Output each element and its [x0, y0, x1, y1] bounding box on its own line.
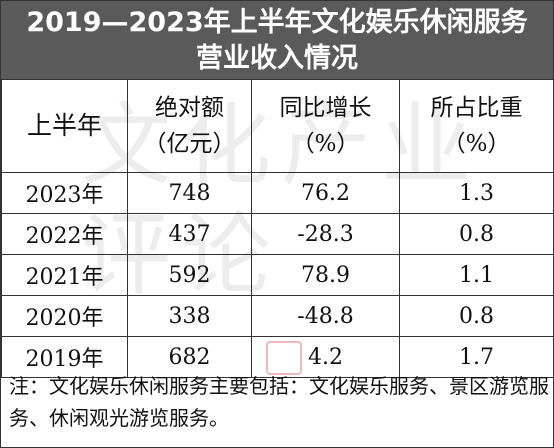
- header-growth-label: 同比增长: [279, 95, 372, 121]
- header-amount-label: 绝对额: [155, 95, 224, 121]
- header-half-year: 上半年: [1, 79, 128, 173]
- header-share: 所占比重 （%）: [399, 79, 554, 173]
- cell-growth: -28.3: [251, 213, 400, 255]
- table-row: 2022年 437 -28.3 0.8: [1, 213, 554, 255]
- cell-growth: 76.2: [251, 172, 400, 214]
- cell-year: 2021年: [1, 254, 128, 296]
- cell-amount: 338: [127, 295, 252, 337]
- cell-share: 1.7: [399, 336, 554, 378]
- cell-share: 0.8: [399, 295, 554, 337]
- table-row: 2019年 682 4.2 1.7: [1, 336, 554, 378]
- header-growth: 同比增长 （%）: [251, 79, 400, 173]
- table-title: 2019—2023年上半年文化娱乐休闲服务 营业收入情况: [1, 1, 553, 79]
- cell-share: 0.8: [399, 213, 554, 255]
- cell-year: 2023年: [1, 172, 128, 214]
- title-line-1: 2019—2023年上半年文化娱乐休闲服务: [26, 7, 528, 38]
- table-row: 2020年 338 -48.8 0.8: [1, 295, 554, 337]
- cell-share: 1.3: [399, 172, 554, 214]
- cell-share: 1.1: [399, 254, 554, 296]
- cell-growth: 78.9: [251, 254, 400, 296]
- table-header-row: 上半年 绝对额 （亿元） 同比增长 （%） 所占比重 （%）: [1, 79, 554, 173]
- title-line-2: 营业收入情况: [196, 43, 358, 74]
- header-amount-unit: （亿元）: [143, 131, 236, 157]
- cell-year: 2019年: [1, 336, 128, 378]
- header-share-unit: （%）: [442, 131, 511, 157]
- header-share-label: 所占比重: [430, 95, 523, 121]
- cell-amount: 592: [127, 254, 252, 296]
- cell-year: 2020年: [1, 295, 128, 337]
- cell-amount: 437: [127, 213, 252, 255]
- table-row: 2021年 592 78.9 1.1: [1, 254, 554, 296]
- cell-growth: 4.2: [251, 336, 400, 378]
- cell-amount: 682: [127, 336, 252, 378]
- header-amount: 绝对额 （亿元）: [127, 79, 252, 173]
- revenue-table: 上半年 绝对额 （亿元） 同比增长 （%） 所占比重 （%） 2023年 748…: [1, 79, 554, 378]
- cell-amount: 748: [127, 172, 252, 214]
- cell-year: 2022年: [1, 213, 128, 255]
- header-half-year-label: 上半年: [26, 111, 102, 140]
- header-growth-unit: （%）: [291, 131, 360, 157]
- footnote: 注：文化娱乐休闲服务主要包括：文化娱乐服务、景区游览服务、休闲观光游览服务。: [9, 374, 549, 430]
- cell-growth: -48.8: [251, 295, 400, 337]
- table-row: 2023年 748 76.2 1.3: [1, 172, 554, 214]
